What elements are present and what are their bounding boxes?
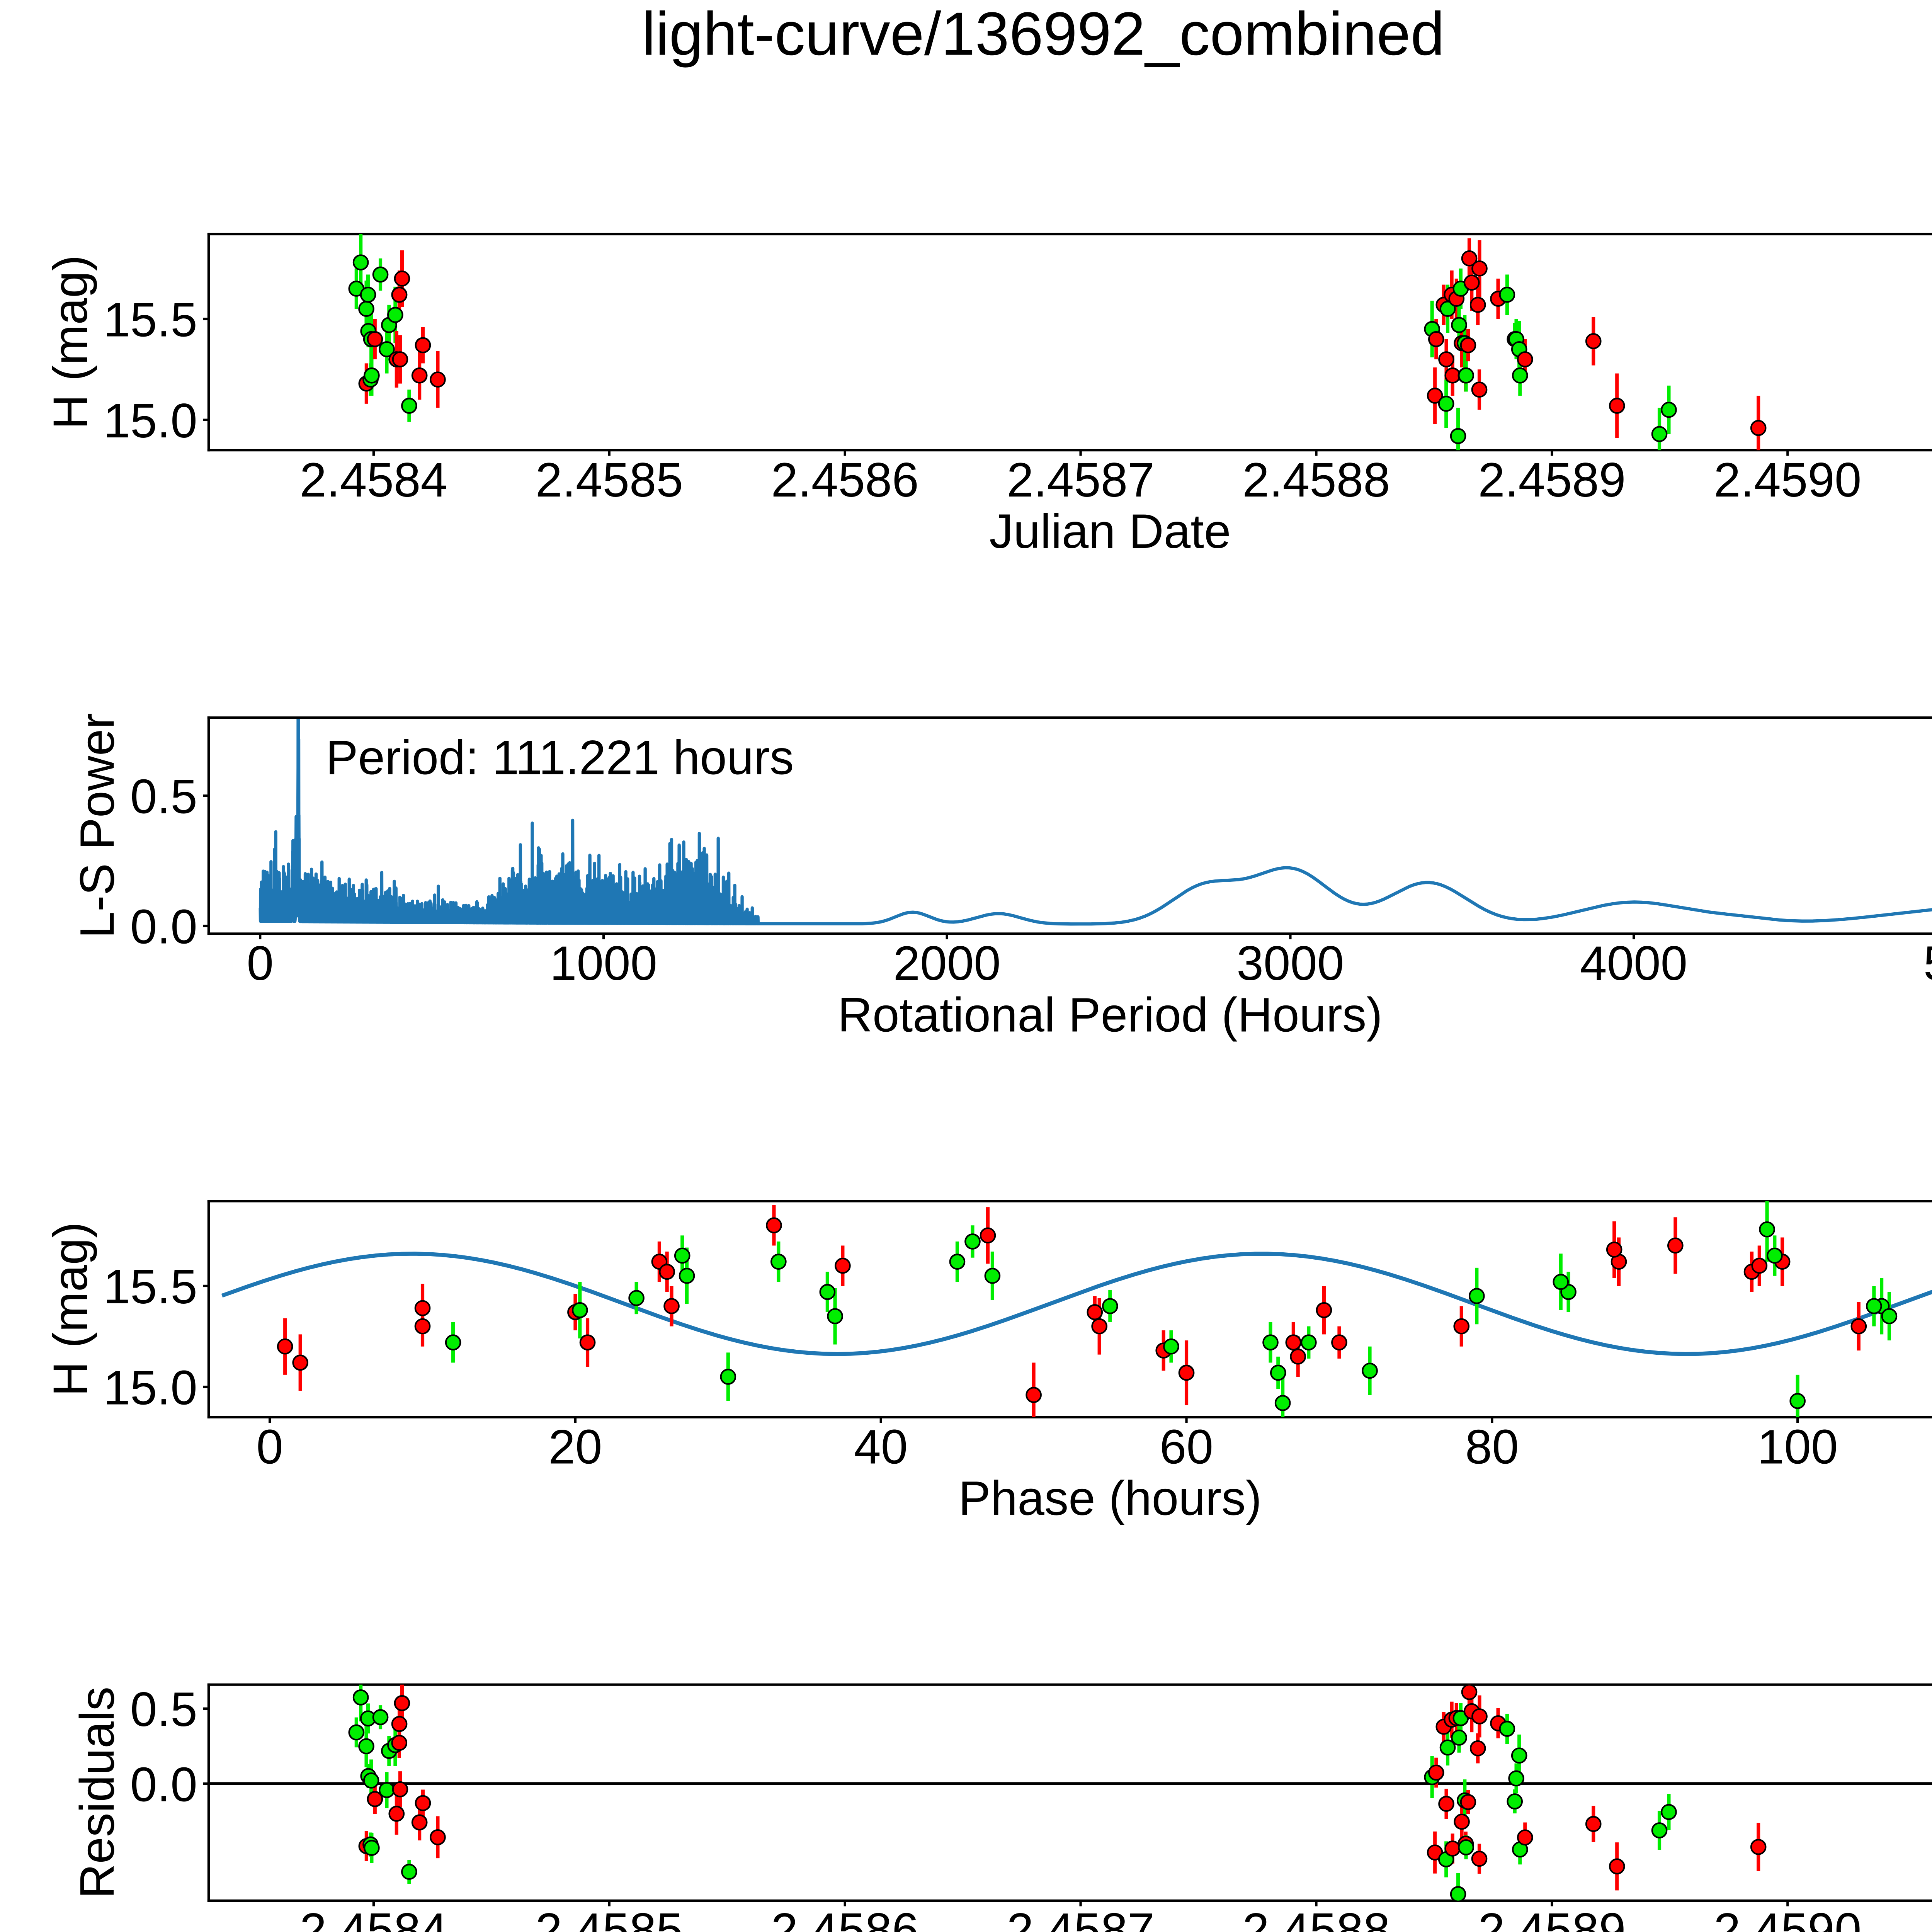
svg-text:Julian Date: Julian Date (989, 505, 1231, 558)
svg-text:0.0: 0.0 (130, 900, 197, 954)
svg-text:60: 60 (1160, 1420, 1213, 1474)
svg-text:light-curve/136992_combined: light-curve/136992_combined (642, 0, 1444, 68)
svg-text:3000: 3000 (1236, 937, 1344, 990)
svg-text:0.0: 0.0 (130, 1758, 197, 1811)
svg-text:H (mag): H (mag) (44, 1222, 97, 1396)
svg-text:1000: 1000 (550, 937, 657, 990)
svg-text:0.5: 0.5 (130, 1683, 197, 1736)
svg-text:2.4585: 2.4585 (536, 1904, 683, 1932)
svg-text:4000: 4000 (1580, 937, 1687, 990)
svg-text:2000: 2000 (893, 937, 1001, 990)
svg-text:2.4584: 2.4584 (300, 1904, 447, 1932)
svg-text:40: 40 (854, 1420, 908, 1474)
svg-text:2.4588: 2.4588 (1242, 453, 1390, 507)
svg-text:2.4587: 2.4587 (1007, 453, 1154, 507)
svg-text:Period: 111.221 hours: Period: 111.221 hours (326, 731, 794, 785)
svg-text:Residuals: Residuals (70, 1687, 124, 1899)
svg-text:15.5: 15.5 (104, 293, 197, 347)
svg-text:2.4590: 2.4590 (1714, 453, 1861, 507)
svg-text:15.0: 15.0 (104, 1361, 197, 1415)
svg-text:15.5: 15.5 (104, 1260, 197, 1314)
svg-text:Phase (hours): Phase (hours) (958, 1472, 1262, 1526)
svg-text:L-S Power: L-S Power (70, 713, 124, 938)
svg-text:5000: 5000 (1923, 937, 1932, 990)
svg-text:2.4586: 2.4586 (771, 453, 919, 507)
svg-text:2.4589: 2.4589 (1478, 1904, 1626, 1932)
svg-text:2.4590: 2.4590 (1714, 1904, 1861, 1932)
svg-text:Rotational Period (Hours): Rotational Period (Hours) (838, 988, 1383, 1042)
svg-text:20: 20 (548, 1420, 602, 1474)
svg-text:H (mag): H (mag) (44, 255, 97, 429)
svg-text:2.4588: 2.4588 (1242, 1904, 1390, 1932)
svg-text:0: 0 (256, 1420, 283, 1474)
svg-text:80: 80 (1465, 1420, 1519, 1474)
svg-text:0: 0 (247, 937, 274, 990)
svg-text:2.4586: 2.4586 (771, 1904, 919, 1932)
svg-text:15.0: 15.0 (104, 394, 197, 448)
svg-text:2.4587: 2.4587 (1007, 1904, 1154, 1932)
svg-text:2.4589: 2.4589 (1478, 453, 1626, 507)
svg-text:0.5: 0.5 (130, 770, 197, 824)
svg-text:2.4584: 2.4584 (300, 453, 447, 507)
svg-text:2.4585: 2.4585 (536, 453, 683, 507)
svg-text:100: 100 (1757, 1420, 1838, 1474)
